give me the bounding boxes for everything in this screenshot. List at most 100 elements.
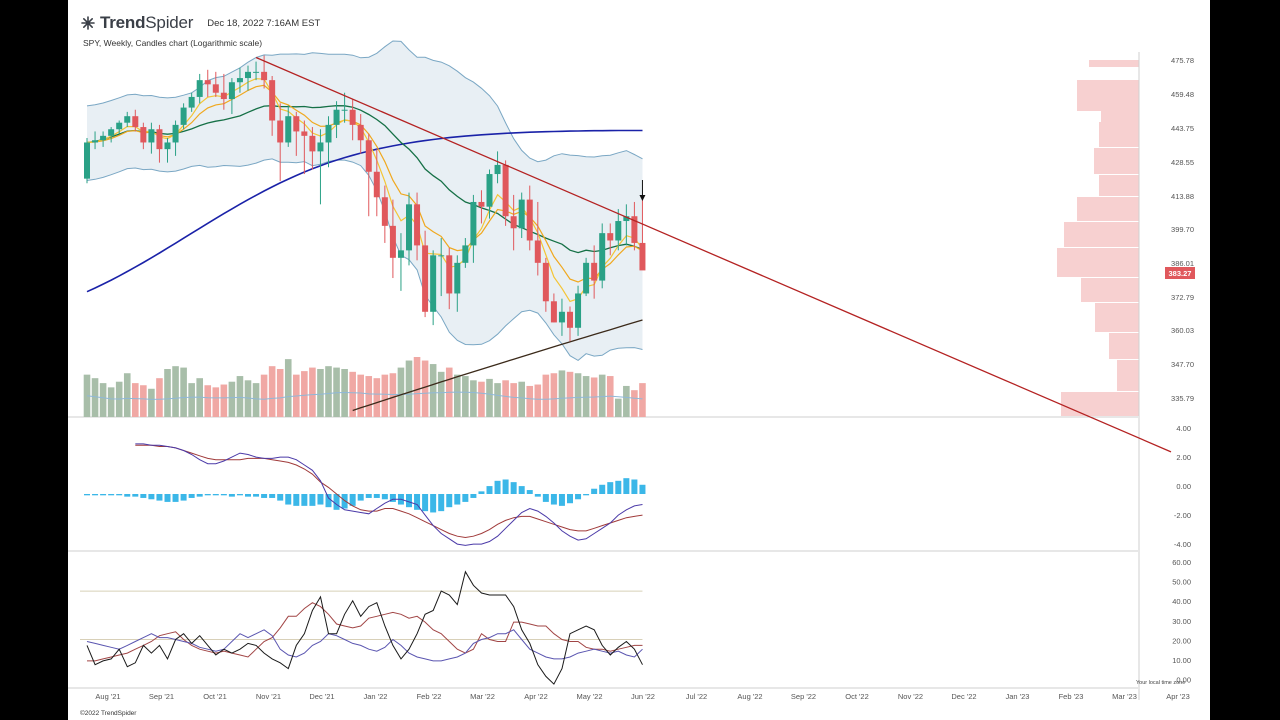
candle: [293, 111, 300, 156]
candle: [478, 190, 485, 224]
bollinger-band: [86, 40, 643, 362]
candle-body: [212, 84, 219, 93]
time-tick-label: Oct '21: [203, 692, 227, 701]
macd-histogram-bar: [494, 480, 501, 494]
candle-body: [510, 216, 517, 229]
macd-histogram-bar: [124, 494, 131, 497]
candle-body: [414, 204, 421, 246]
candle-body: [365, 140, 372, 172]
macd-histogram-bar: [406, 494, 412, 508]
candle-body: [583, 262, 590, 294]
profile-bar: [1099, 175, 1139, 196]
volume-bar: [397, 367, 405, 417]
candle: [615, 209, 622, 251]
volume-bar: [317, 369, 324, 417]
macd-histogram-bar: [414, 494, 421, 510]
volume-bars: [83, 357, 646, 417]
volume-bar: [454, 374, 461, 417]
candle: [591, 245, 598, 299]
macd-histogram-bar: [100, 494, 107, 496]
adx-tick-label: 30.00: [1172, 617, 1191, 626]
moving-averages: [86, 78, 643, 412]
macd-signal-line: [135, 444, 643, 539]
volume-bar: [268, 366, 276, 417]
candle-body: [430, 255, 437, 312]
volume-bar: [107, 387, 115, 417]
candle: [389, 199, 396, 279]
candle: [220, 73, 227, 110]
macd-histogram-bar: [542, 494, 549, 502]
minus-di-line: [87, 602, 643, 662]
chart-description: SPY, Weekly, Candles chart (Logarithmic …: [83, 38, 263, 48]
header: TrendSpider Dec 18, 2022 7:16AM EST: [80, 12, 320, 34]
volume-bar: [212, 387, 220, 417]
candle: [422, 230, 429, 318]
candle-body: [261, 71, 268, 81]
macd-histogram-bar: [365, 494, 372, 498]
candle-body: [148, 129, 155, 143]
volume-bar: [615, 398, 622, 417]
candle: [196, 73, 203, 104]
candle-body: [253, 71, 260, 73]
candle: [172, 120, 179, 156]
macd-histogram-bar: [639, 484, 646, 494]
candle: [92, 131, 99, 150]
profile-bar: [1081, 278, 1139, 302]
time-tick-label: Feb '23: [1059, 692, 1084, 701]
volume-bar: [437, 371, 445, 417]
chart-canvas[interactable]: 475.78 459.48 443.75 428.55 413.88 399.70 386.…: [68, 0, 1210, 720]
candle: [301, 120, 308, 175]
price-tick-label: 413.88: [1171, 192, 1194, 201]
macd-histogram-bar: [116, 494, 123, 496]
ema-5-line: [86, 78, 643, 303]
candle: [317, 129, 324, 205]
macd-histogram-bar: [325, 494, 332, 508]
macd-panel: 4.00 2.00 0.00 -2.00 -4.00: [84, 424, 1191, 549]
volume-bar: [582, 376, 590, 417]
volume-bar: [510, 383, 517, 417]
candle: [341, 92, 348, 123]
candle-body: [116, 122, 123, 130]
volume-bar: [462, 376, 469, 417]
macd-histogram-bar: [583, 494, 590, 496]
candle: [349, 99, 356, 141]
candle-body: [462, 245, 469, 263]
candle: [542, 257, 549, 312]
candle: [212, 71, 219, 97]
candles[interactable]: [84, 55, 646, 342]
candle-body: [236, 78, 243, 83]
profile-bar: [1061, 392, 1139, 416]
profile-bar: [1095, 303, 1139, 332]
volume-bar: [349, 371, 356, 417]
macd-histogram-bar: [478, 491, 485, 494]
volume-bar: [99, 383, 107, 417]
candle: [373, 149, 380, 217]
macd-histogram-bar: [502, 479, 509, 494]
candle-body: [341, 109, 348, 111]
macd-histogram-bar: [438, 494, 445, 512]
candle-body: [156, 129, 163, 150]
price-tick-label: 335.79: [1171, 394, 1194, 403]
trendline[interactable]: [255, 56, 1172, 453]
time-tick-label: Mar '23: [1112, 692, 1137, 701]
macd-tick-label: 2.00: [1176, 453, 1191, 462]
candle: [333, 101, 340, 139]
time-tick-label: Sep '22: [791, 692, 816, 701]
candle: [84, 138, 90, 184]
brand-bold: Trend: [100, 13, 146, 32]
candle-body: [446, 255, 453, 294]
candle: [494, 151, 501, 184]
volume-bar: [381, 374, 389, 417]
candle-body: [373, 171, 380, 198]
candle: [140, 122, 147, 150]
volume-bar: [188, 383, 195, 417]
candle: [470, 194, 477, 263]
time-tick-label: Nov '21: [256, 692, 281, 701]
candle: [575, 285, 582, 336]
candle: [510, 194, 517, 251]
candle: [245, 65, 251, 91]
macd-histogram-bar: [301, 494, 308, 506]
macd-histogram-bar: [92, 494, 99, 496]
time-tick-label: Jan '23: [1006, 692, 1030, 701]
profile-bar: [1117, 360, 1139, 391]
